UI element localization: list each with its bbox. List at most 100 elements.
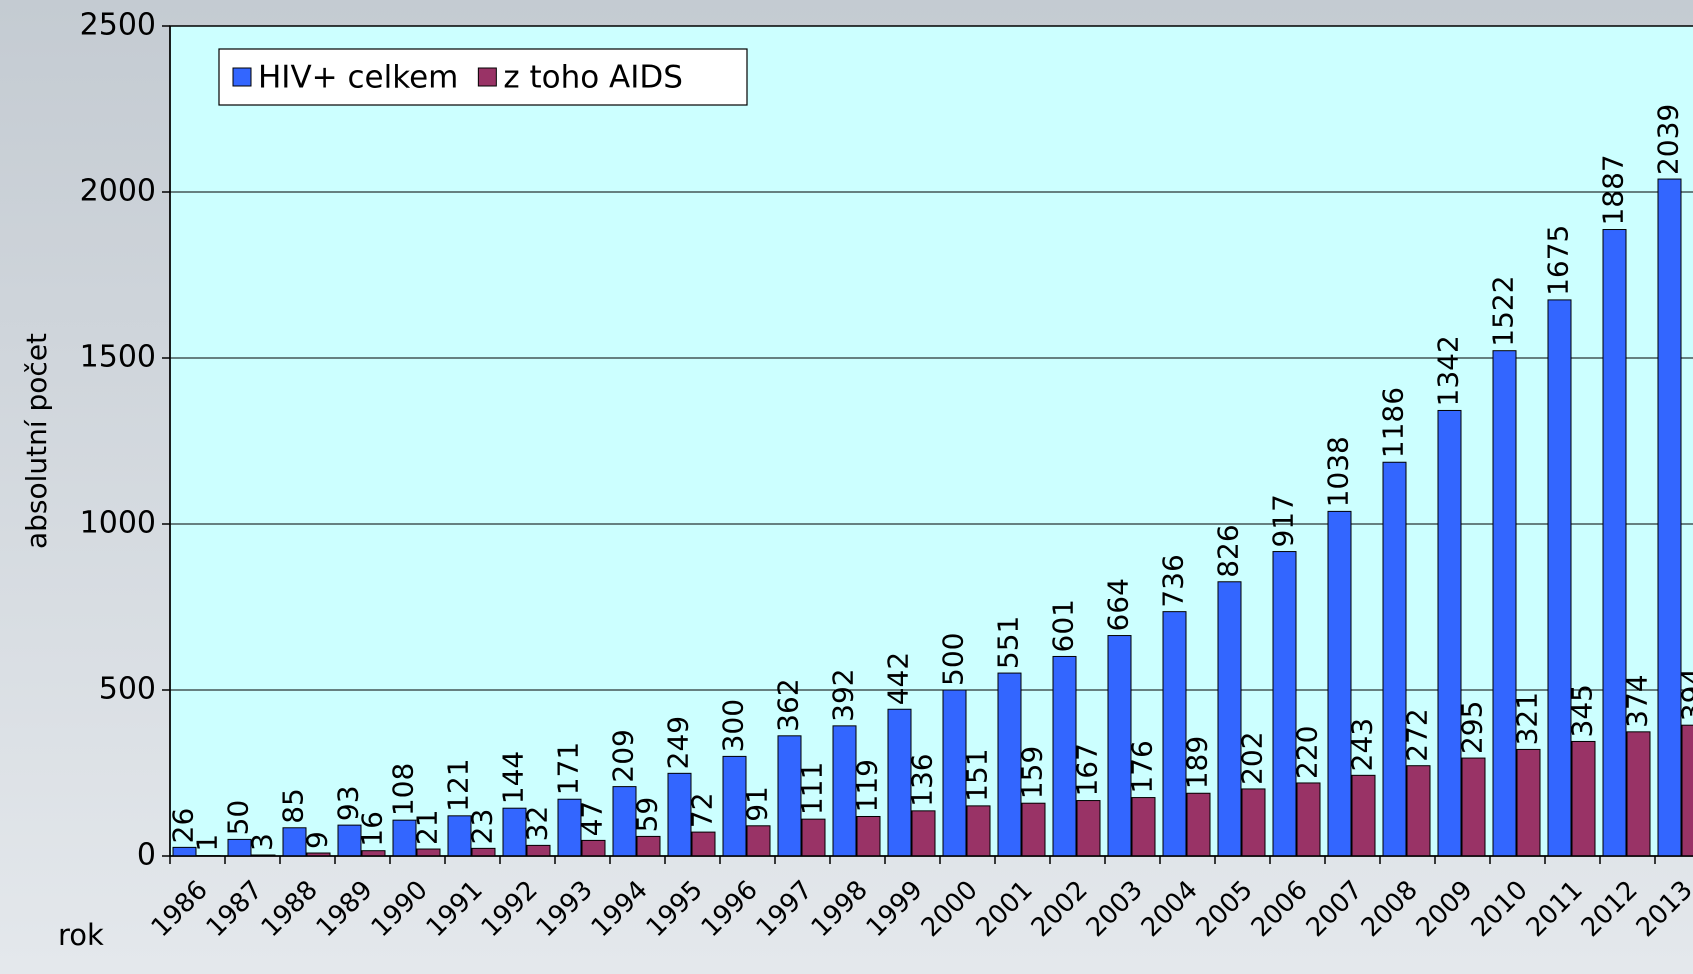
bar <box>1657 178 1682 857</box>
bar <box>581 839 606 857</box>
bar <box>1351 774 1376 857</box>
bar <box>856 815 881 857</box>
value-label: 59 <box>631 797 664 833</box>
value-label: 551 <box>992 616 1025 669</box>
value-label: 50 <box>222 800 255 836</box>
value-label: 1186 <box>1377 387 1410 458</box>
bar <box>1241 788 1266 857</box>
bar <box>801 818 826 857</box>
bar <box>1272 551 1297 857</box>
value-label: 9 <box>301 831 334 849</box>
value-label: 119 <box>851 759 884 812</box>
value-label: 362 <box>772 678 805 731</box>
value-label: 664 <box>1102 578 1135 631</box>
value-label: 202 <box>1236 731 1269 784</box>
value-label: 249 <box>662 716 695 769</box>
y-axis-label: absolutní počet <box>20 333 53 549</box>
value-label: 93 <box>332 785 365 821</box>
value-label: 1522 <box>1487 275 1520 346</box>
bar <box>1076 800 1101 857</box>
value-label: 85 <box>277 788 310 824</box>
value-label: 392 <box>827 668 860 721</box>
y-tick-label: 2000 <box>80 174 156 209</box>
y-tick-label: 1500 <box>80 340 156 375</box>
value-label: 917 <box>1267 494 1300 547</box>
value-label: 111 <box>796 762 829 815</box>
value-label: 189 <box>1181 736 1214 789</box>
value-label: 321 <box>1511 692 1544 745</box>
value-label: 736 <box>1157 554 1190 607</box>
bar <box>911 810 936 857</box>
value-label: 47 <box>576 801 609 837</box>
value-label: 295 <box>1456 701 1489 754</box>
value-label: 1 <box>191 834 224 852</box>
value-label: 220 <box>1291 726 1324 779</box>
value-label: 3 <box>246 833 279 851</box>
bar <box>526 844 551 857</box>
bar <box>966 805 991 857</box>
bar <box>471 847 496 857</box>
bar <box>1516 748 1541 857</box>
value-label: 91 <box>741 786 774 822</box>
value-label: 176 <box>1126 740 1159 793</box>
legend-swatch <box>232 67 252 87</box>
bar <box>1382 461 1407 857</box>
value-label: 121 <box>442 758 475 811</box>
y-tick-label: 1000 <box>80 506 156 541</box>
value-label: 826 <box>1212 524 1245 577</box>
value-label: 26 <box>167 808 200 844</box>
y-tick-label: 0 <box>137 838 156 873</box>
bar <box>1021 802 1046 857</box>
value-label: 601 <box>1047 599 1080 652</box>
legend-swatch <box>477 67 497 87</box>
value-label: 23 <box>466 809 499 845</box>
x-axis-label: rok <box>58 918 104 952</box>
value-label: 72 <box>686 792 719 828</box>
bar <box>1327 510 1352 857</box>
bar <box>1571 740 1596 857</box>
bar <box>1406 765 1431 857</box>
bar <box>1681 724 1693 857</box>
value-label: 151 <box>961 748 994 801</box>
value-label: 1887 <box>1597 154 1630 225</box>
legend-label: HIV+ celkem <box>258 60 458 96</box>
value-label: 272 <box>1401 708 1434 761</box>
value-label: 394 <box>1676 668 1693 721</box>
value-label: 243 <box>1346 718 1379 771</box>
value-label: 500 <box>937 633 970 686</box>
value-label: 2039 <box>1652 104 1685 175</box>
value-label: 136 <box>906 753 939 806</box>
bar <box>636 835 661 857</box>
value-label: 16 <box>356 811 389 847</box>
y-tick-label: 500 <box>99 672 156 707</box>
bar <box>1626 731 1651 857</box>
bar <box>361 850 386 857</box>
value-label: 300 <box>717 699 750 752</box>
bar <box>1547 299 1572 857</box>
bar <box>1296 782 1321 857</box>
legend-label: z toho AIDS <box>503 60 683 96</box>
bar <box>1602 229 1627 857</box>
value-label: 159 <box>1016 746 1049 799</box>
value-label: 21 <box>411 809 444 845</box>
bar <box>416 848 441 857</box>
y-tick-label: 2500 <box>80 8 156 43</box>
bar <box>1162 611 1187 857</box>
bar <box>691 831 716 857</box>
bar <box>1437 409 1462 857</box>
value-label: 374 <box>1621 674 1654 727</box>
bar <box>1461 757 1486 857</box>
bar <box>1131 797 1156 857</box>
value-label: 171 <box>552 742 585 795</box>
bar <box>746 825 771 857</box>
bar <box>1492 350 1517 857</box>
bar <box>1217 581 1242 857</box>
value-label: 108 <box>387 763 420 816</box>
value-label: 345 <box>1566 684 1599 737</box>
value-label: 144 <box>497 751 530 804</box>
value-label: 167 <box>1071 743 1104 796</box>
value-label: 1342 <box>1432 335 1465 406</box>
value-label: 32 <box>521 806 554 842</box>
